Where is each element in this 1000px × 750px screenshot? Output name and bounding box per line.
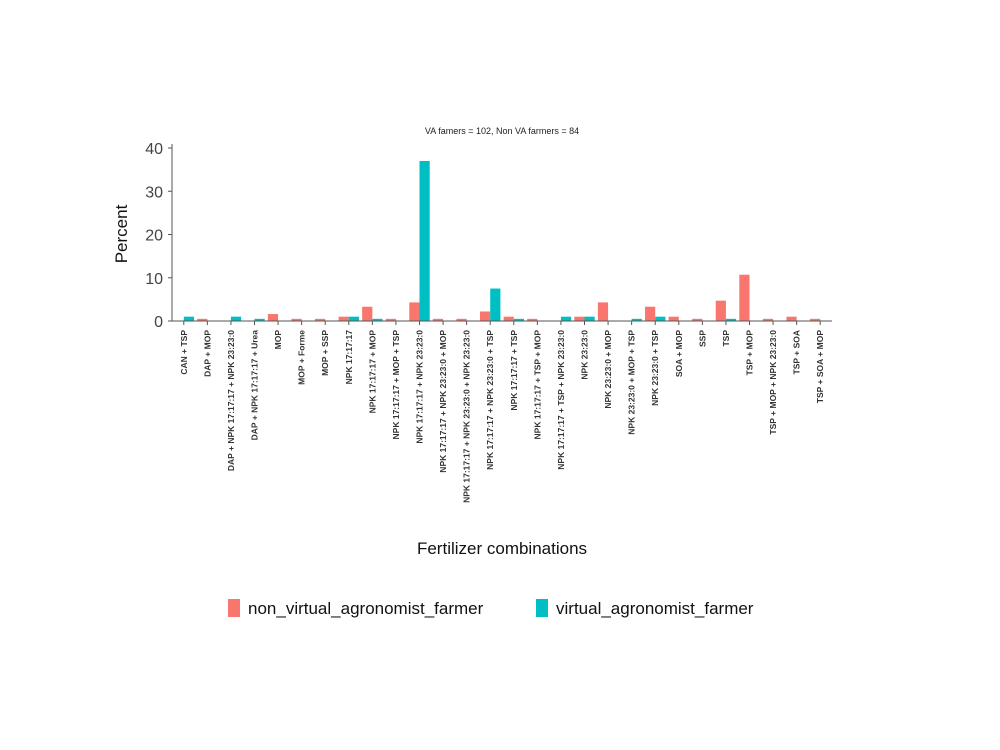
x-tick-label: NPK 17:17:17 + TSP + NPK 23:23:0 (556, 330, 566, 470)
x-tick-label: SOA + MOP (674, 330, 684, 377)
bar-virtual_agronomist_farmer (230, 316, 242, 321)
bar-virtual_agronomist_farmer (372, 318, 383, 321)
bar-non_virtual_agronomist_farmer (456, 318, 467, 321)
x-tick-label: TSP + SOA + MOP (815, 330, 825, 404)
bar-virtual_agronomist_farmer (631, 318, 642, 321)
bar-non_virtual_agronomist_farmer (362, 306, 373, 321)
x-tick-label: NPK 17:17:17 + MOP + TSP (391, 330, 401, 440)
x-tick-label: NPK 17:17:17 + TSP (509, 330, 519, 411)
x-axis-title: Fertilizer combinations (417, 539, 587, 558)
x-tick-label: TSP (721, 330, 731, 347)
bar-non_virtual_agronomist_farmer (480, 311, 491, 321)
x-tick-label: TSP + MOP + NPK 23:23:0 (768, 330, 778, 435)
bar-non_virtual_agronomist_farmer (762, 318, 774, 321)
legend-swatch (536, 599, 548, 617)
x-tick-label: NPK 17:17:17 (344, 330, 354, 385)
y-tick-label: 20 (145, 228, 163, 245)
x-tick-label: MOP (273, 330, 283, 350)
x-tick-label: NPK 23:23:0 + MOP + TSP (627, 330, 637, 435)
bar-non_virtual_agronomist_farmer (197, 318, 208, 321)
bar-virtual_agronomist_farmer (513, 318, 524, 321)
x-tick-label: DAP + NPK 17:17:17 + Urea (250, 330, 260, 441)
bar-virtual_agronomist_farmer (725, 318, 737, 321)
x-axis: CAN + TSP DAP + MOP DAP + NPK 17:17:17 + N… (172, 320, 832, 503)
bar-virtual_agronomist_farmer (254, 318, 265, 321)
bar-virtual_agronomist_farmer (490, 288, 501, 321)
x-tick-label: TSP + MOP (745, 330, 755, 376)
bar-non_virtual_agronomist_farmer (315, 318, 326, 321)
x-tick-label: NPK 23:23:0 + TSP (650, 330, 660, 406)
bar-virtual_agronomist_farmer (183, 316, 194, 321)
bars (183, 160, 821, 321)
bar-virtual_agronomist_farmer (560, 316, 572, 321)
y-tick-label: 0 (154, 314, 163, 331)
x-tick-label: TSP + SOA (792, 330, 802, 374)
y-tick-label: 40 (145, 141, 163, 158)
x-tick-label: NPK 17:17:17 + NPK 23:23:0 + TSP (485, 330, 495, 470)
x-tick-label: NPK 17:17:17 + TSP + MOP (532, 330, 542, 440)
x-tick-label: DAP + NPK 17:17:17 + NPK 23:23:0 (226, 330, 236, 471)
chart-subtitle: VA famers = 102, Non VA farmers = 84 (425, 126, 579, 136)
y-tick-label: 10 (145, 271, 163, 288)
x-tick-label: NPK 23:23:0 (580, 330, 590, 380)
legend-label: virtual_agronomist_farmer (556, 599, 754, 618)
bar-non_virtual_agronomist_farmer (527, 318, 538, 321)
y-axis-title: Percent (112, 204, 131, 263)
legend-label: non_virtual_agronomist_farmer (248, 599, 484, 618)
bar-non_virtual_agronomist_farmer (503, 316, 514, 321)
bar-non_virtual_agronomist_farmer (715, 300, 726, 321)
bar-non_virtual_agronomist_farmer (692, 318, 703, 321)
x-tick-label: MOP + SSP (320, 330, 330, 376)
x-tick-label: NPK 17:17:17 + NPK 23:23:0 + MOP (438, 330, 448, 473)
x-tick-label: NPK 17:17:17 + MOP (367, 330, 377, 414)
bar-non_virtual_agronomist_farmer (645, 306, 656, 321)
bar-non_virtual_agronomist_farmer (432, 318, 444, 321)
bar-virtual_agronomist_farmer (419, 160, 430, 321)
x-tick-label: DAP + MOP (202, 330, 212, 377)
bar-non_virtual_agronomist_farmer (786, 316, 797, 321)
x-tick-label: MOP + Forme (297, 330, 307, 385)
bar-non_virtual_agronomist_farmer (739, 274, 750, 321)
x-tick-label: SSP (697, 330, 707, 347)
bar-virtual_agronomist_farmer (348, 316, 359, 321)
bar-non_virtual_agronomist_farmer (574, 316, 585, 321)
bar-virtual_agronomist_farmer (655, 316, 666, 321)
bar-non_virtual_agronomist_farmer (385, 318, 396, 321)
bar-non_virtual_agronomist_farmer (597, 302, 609, 321)
bar-non_virtual_agronomist_farmer (409, 302, 420, 321)
x-tick-label: NPK 17:17:17 + NPK 23:23:0 + NPK 23:23:0 (462, 330, 472, 503)
x-tick-label: NPK 17:17:17 + NPK 23:23:0 (415, 330, 425, 444)
bar-virtual_agronomist_farmer (584, 316, 595, 321)
y-tick-label: 30 (145, 184, 163, 201)
legend-swatch (228, 599, 240, 617)
bar-non_virtual_agronomist_farmer (338, 316, 349, 321)
bar-non_virtual_agronomist_farmer (668, 316, 679, 321)
y-axis: 0 10 20 30 40 (145, 141, 173, 331)
bar-non_virtual_agronomist_farmer (810, 318, 821, 321)
x-tick-label: NPK 23:23:0 + MOP (603, 330, 613, 409)
x-tick-label: CAN + TSP (179, 330, 189, 375)
legend: non_virtual_agronomist_farmer virtual_agr… (228, 599, 754, 618)
bar-non_virtual_agronomist_farmer (267, 314, 279, 321)
bar-non_virtual_agronomist_farmer (291, 318, 302, 321)
